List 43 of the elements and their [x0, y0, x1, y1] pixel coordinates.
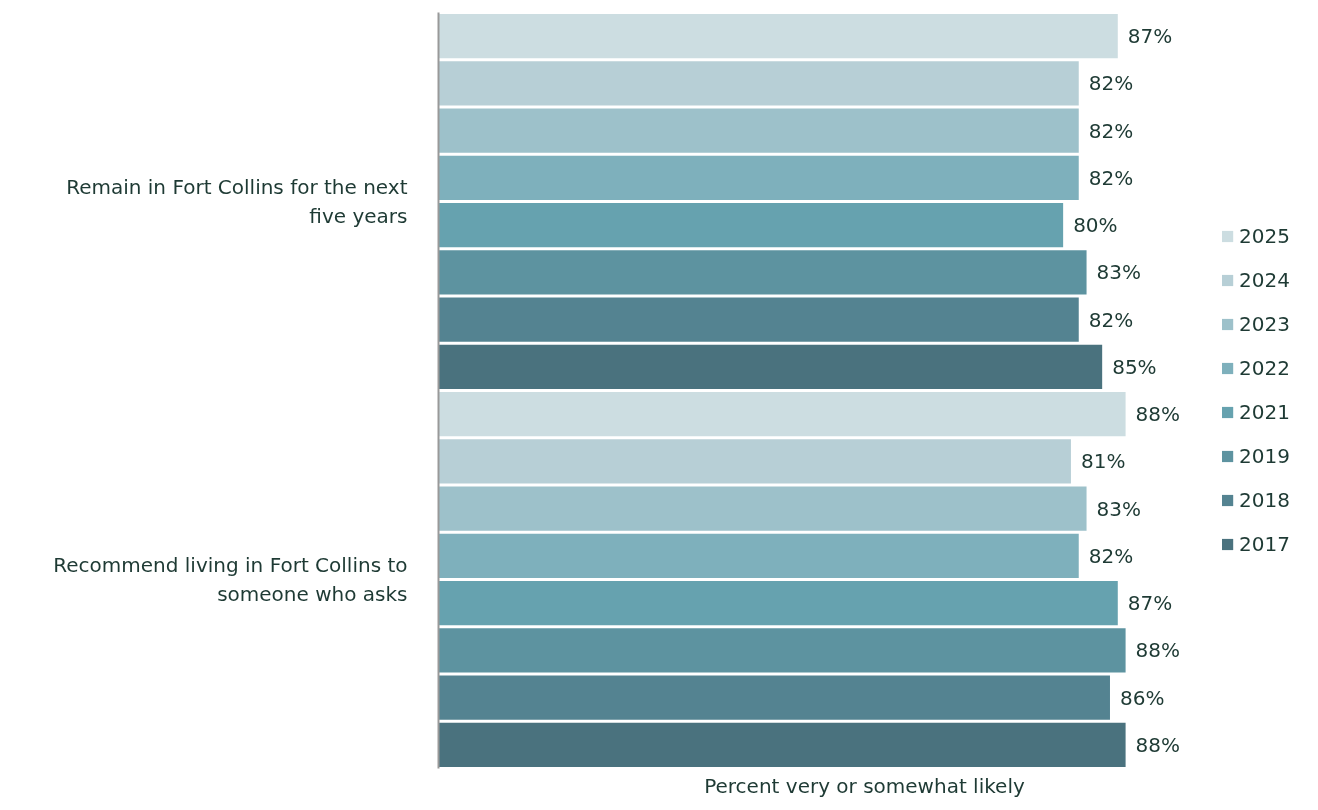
- bar: [438, 250, 1087, 295]
- legend-label: 2022: [1239, 356, 1290, 380]
- bar: [438, 675, 1110, 720]
- data-label: 87%: [1127, 591, 1173, 616]
- data-label: 83%: [1096, 496, 1142, 521]
- bar: [438, 108, 1079, 153]
- data-label: 80%: [1073, 213, 1118, 238]
- legend-label: 2017: [1239, 532, 1290, 556]
- data-label: 88%: [1135, 732, 1181, 757]
- legend-label: 2021: [1239, 400, 1290, 424]
- bar: [438, 61, 1079, 106]
- x-axis-title: Percent very or somewhat likely: [704, 773, 1025, 798]
- y-tick-label: Recommend living in Fort Collins to someone who asks: [53, 553, 408, 606]
- data-label: 88%: [1135, 402, 1181, 427]
- data-label: 82%: [1088, 118, 1134, 143]
- legend-label: 2018: [1239, 488, 1290, 512]
- bar: [438, 486, 1087, 531]
- bar: [438, 155, 1079, 201]
- bar: [438, 533, 1079, 579]
- bar: [438, 344, 1103, 390]
- data-label: 86%: [1119, 685, 1165, 710]
- bar: [438, 13, 1118, 59]
- data-label: 83%: [1096, 260, 1142, 285]
- bar: [438, 202, 1064, 248]
- y-tick-label: Remain in Fort Collins for the next five years: [66, 175, 408, 228]
- bar: [438, 391, 1126, 437]
- bar: [438, 580, 1118, 626]
- bar: [438, 439, 1071, 484]
- data-label: 82%: [1088, 71, 1134, 96]
- legend-label: 2019: [1239, 444, 1290, 468]
- data-label: 85%: [1112, 354, 1157, 379]
- bar: [438, 297, 1079, 342]
- data-label: 82%: [1088, 543, 1134, 568]
- legend-label: 2024: [1239, 268, 1290, 292]
- data-label: 82%: [1088, 165, 1134, 190]
- data-label: 87%: [1127, 24, 1173, 49]
- legend-label: 2025: [1239, 224, 1290, 248]
- bar: [438, 628, 1126, 673]
- data-label: 81%: [1080, 449, 1126, 474]
- legend-label: 2023: [1239, 312, 1290, 336]
- data-label: 88%: [1135, 638, 1181, 663]
- data-label: 82%: [1088, 307, 1134, 332]
- bar: [438, 722, 1126, 768]
